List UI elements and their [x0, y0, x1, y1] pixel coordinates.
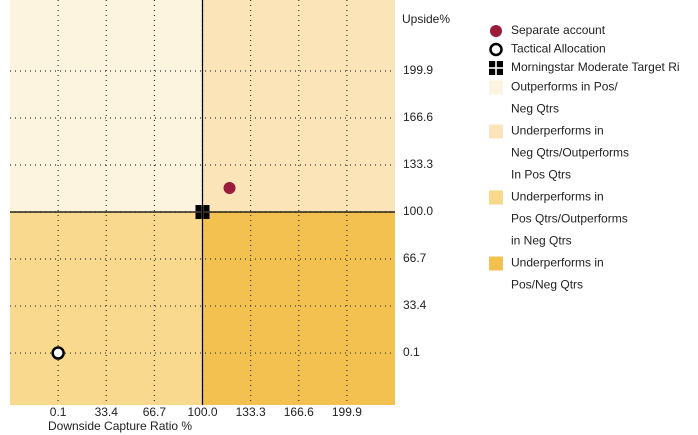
marker-part: [203, 205, 210, 212]
x-tick-label: 66.7: [143, 405, 167, 419]
legend-swatch: [489, 124, 503, 139]
y-tick-label: 0.1: [403, 345, 420, 359]
legend-label: Morningstar Moderate Target Ri: [511, 60, 680, 74]
point: [223, 182, 236, 195]
x-axis-label: Downside Capture Ratio %: [48, 419, 192, 433]
legend-label: Underperforms in: [511, 190, 604, 204]
quadrant: [202, 212, 395, 405]
legend-marker: [489, 61, 503, 75]
legend-label: Tactical Allocation: [511, 42, 606, 56]
legend-label: Neg Qtrs/Outperforms: [511, 146, 629, 160]
marker-part: [195, 212, 202, 220]
point: [195, 205, 210, 220]
x-tick-label: 199.9: [332, 405, 362, 419]
y-tick-label: 166.6: [403, 110, 433, 124]
legend-label: Underperforms in: [511, 256, 604, 270]
marker-part: [195, 205, 202, 212]
legend-label: Separate account: [511, 23, 606, 37]
x-tick-label: 133.3: [236, 405, 266, 419]
y-tick-label: 33.4: [403, 298, 427, 312]
x-tick-label: 0.1: [50, 405, 67, 419]
quadrant: [10, 212, 203, 405]
marker-part: [489, 68, 496, 75]
y-tick-label: 100.0: [403, 204, 433, 218]
marker-part: [203, 212, 210, 220]
legend-marker: [490, 25, 502, 37]
x-tick-label: 166.6: [284, 405, 314, 419]
legend-marker: [489, 42, 503, 57]
x-tick-label: 100.0: [187, 405, 217, 419]
legend-label: Underperforms in: [511, 124, 604, 138]
legend-label: Pos/Neg Qtrs: [511, 278, 583, 292]
legend-swatch: [489, 256, 503, 271]
marker-part: [496, 61, 503, 68]
y-axis-label: Upside%: [402, 12, 450, 26]
y-tick-label: 199.9: [403, 63, 433, 77]
legend-label: Pos Qtrs/Outperforms: [511, 212, 628, 226]
legend-label: in Neg Qtrs: [511, 234, 572, 248]
y-tick-label: 133.3: [403, 157, 433, 171]
legend-swatch: [489, 80, 503, 95]
marker-part: [496, 68, 503, 75]
legend-swatch: [489, 190, 503, 205]
legend-label: Outperforms in Pos/: [511, 80, 618, 94]
point: [51, 346, 65, 360]
legend-label: Neg Qtrs: [511, 102, 559, 116]
marker-part: [489, 61, 496, 68]
y-tick-label: 66.7: [403, 251, 427, 265]
x-tick-label: 33.4: [95, 405, 119, 419]
legend-label: In Pos Qtrs: [511, 168, 571, 182]
